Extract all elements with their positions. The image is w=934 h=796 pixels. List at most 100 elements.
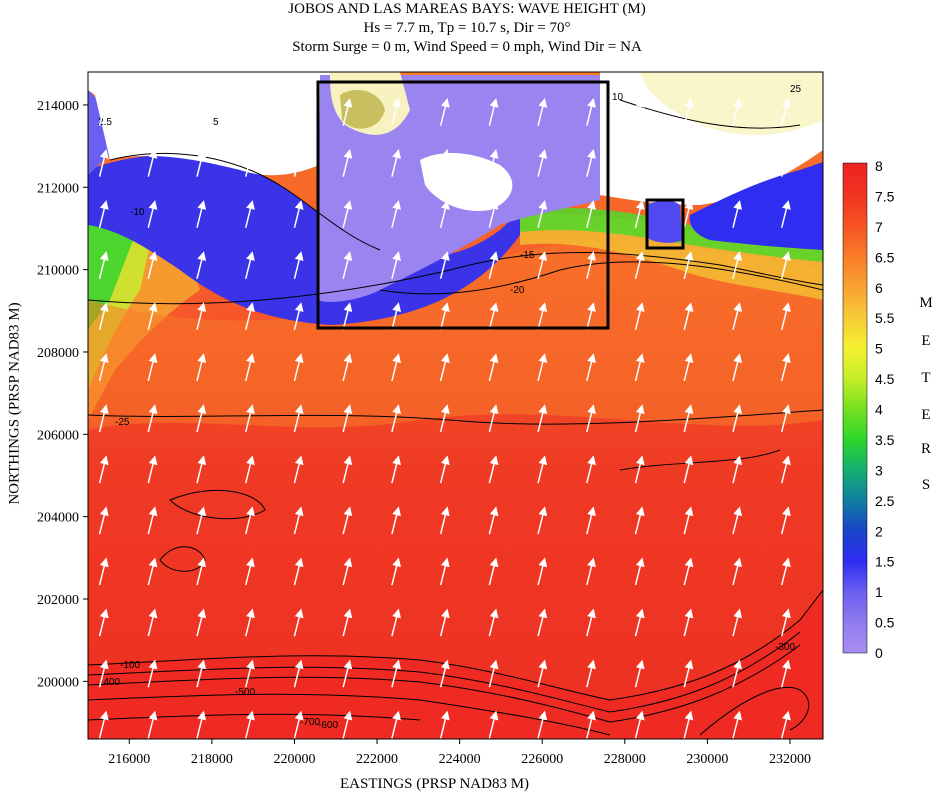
wave-arrow [244, 251, 255, 279]
wave-arrow [488, 608, 499, 637]
wave-arrow [293, 608, 304, 637]
wave-arrow [439, 200, 450, 228]
wave-arrow [439, 608, 450, 637]
wave-arrow [391, 506, 401, 535]
wave-arrow [488, 404, 499, 433]
wave-arrow [342, 659, 353, 688]
units-letter: E [921, 407, 931, 423]
wave-arrow [780, 608, 791, 637]
wave-arrow [634, 251, 645, 279]
wave-arrow [244, 97, 255, 126]
wave-arrow [537, 608, 548, 637]
wave-arrow [634, 97, 645, 126]
contour-label: -15 [520, 250, 535, 261]
wave-arrow [293, 404, 304, 433]
colorbar-label: 2 [875, 523, 883, 539]
wave-arrow [342, 557, 353, 586]
contour-label: -600 [318, 720, 338, 731]
wave-arrow [342, 710, 353, 739]
wave-arrow [98, 149, 109, 177]
contour-label: -300 [775, 642, 795, 653]
contour-label-layer: 2.5 5 10 25 -10 -15 -20 -25 -100 -300 -4… [98, 84, 802, 731]
wave-arrow [391, 97, 401, 126]
wave-arrow [98, 608, 109, 637]
contour-label: 5 [213, 117, 219, 128]
wave-arrow [780, 149, 791, 177]
wave-arrow [537, 710, 548, 739]
wave-arrow [488, 97, 499, 126]
wave-arrow [293, 302, 304, 331]
wave-arrow [732, 97, 743, 126]
colorbar-label: 3 [875, 462, 883, 478]
x-tick-label: 232000 [769, 752, 811, 767]
wave-arrow [293, 97, 304, 126]
wave-arrow [391, 200, 401, 228]
units-letter: R [920, 441, 931, 457]
wave-arrow [780, 404, 791, 433]
wave-arrow [634, 353, 645, 382]
wave-arrow [293, 557, 304, 586]
colorbar-label: 7.5 [875, 188, 895, 204]
wave-arrow [196, 557, 207, 586]
colorbar-label: 6 [875, 280, 883, 296]
wave-arrow [391, 455, 401, 484]
wave-arrow [586, 710, 596, 739]
x-tick-label: 224000 [439, 752, 481, 767]
wave-arrow [780, 353, 791, 382]
wave-arrow [147, 506, 158, 535]
wave-arrow [780, 200, 791, 228]
wave-arrow [586, 506, 596, 535]
wave-arrow [683, 557, 694, 586]
wave-arrow [147, 710, 158, 739]
wave-arrow [98, 353, 109, 382]
wave-arrow [537, 506, 548, 535]
wave-arrow [732, 710, 743, 739]
y-axis: 214000 212000 210000 208000 206000 204000 2020… [37, 99, 88, 690]
wave-arrow [439, 659, 450, 688]
wave-arrow [98, 659, 109, 688]
wave-arrow [537, 149, 548, 177]
wave-arrow [586, 302, 596, 331]
colorbar-label: 1 [875, 584, 883, 600]
y-tick-label: 206000 [37, 428, 79, 443]
colorbar-label: 8 [875, 158, 883, 174]
wave-arrow [732, 557, 743, 586]
y-tick-label: 210000 [37, 264, 79, 279]
x-tick-label: 228000 [604, 752, 646, 767]
wave-arrow [439, 557, 450, 586]
wave-arrow [244, 659, 255, 688]
plot-frame [87, 71, 824, 740]
wave-arrow [196, 200, 207, 228]
wave-arrow [244, 506, 255, 535]
wave-arrow [586, 251, 596, 279]
wave-arrow [439, 455, 450, 484]
colorbar-label: 4 [875, 402, 883, 418]
wave-arrow [147, 251, 158, 279]
wave-arrow [196, 302, 207, 331]
x-tick-label: 226000 [521, 752, 563, 767]
wave-arrow [342, 353, 353, 382]
wave-arrow [732, 659, 743, 688]
wave-arrow [342, 506, 353, 535]
wave-arrow [439, 404, 450, 433]
units-letter: S [921, 477, 931, 493]
wave-arrow [586, 353, 596, 382]
wave-arrow [537, 659, 548, 688]
wave-arrow [488, 557, 499, 586]
wave-arrow [293, 710, 304, 739]
wave-arrow [196, 506, 207, 535]
contour-label: 2.5 [98, 117, 112, 128]
wave-arrow [586, 200, 596, 228]
wave-arrow [634, 200, 645, 228]
title-line-2: Hs = 7.7 m, Tp = 10.7 s, Dir = 70° [363, 20, 571, 36]
wave-arrow [391, 353, 401, 382]
wave-arrow [780, 710, 791, 739]
y-tick-label: 212000 [37, 181, 79, 196]
wave-arrow [244, 455, 255, 484]
wave-arrow [537, 97, 548, 126]
wave-arrow [439, 251, 450, 279]
wave-arrow [439, 506, 450, 535]
wave-arrow [683, 506, 694, 535]
wave-arrow [488, 506, 499, 535]
wave-arrow [780, 455, 791, 484]
